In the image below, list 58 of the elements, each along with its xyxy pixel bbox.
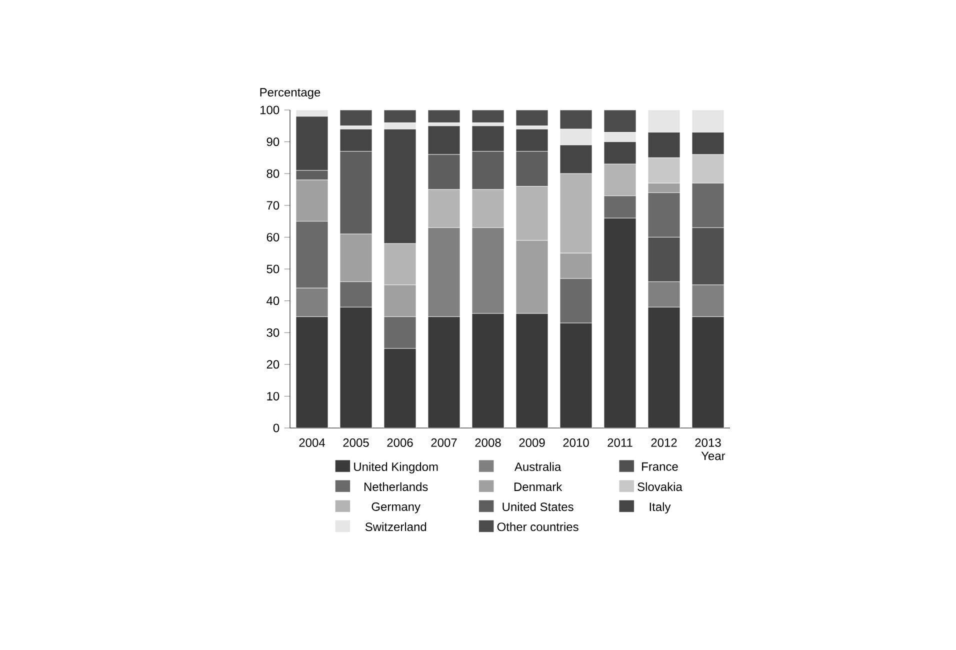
bar [560,322,592,428]
x-tick-label: 2011 [608,438,632,447]
bar [428,110,460,123]
legend-label: Germany [372,502,421,514]
bar [340,110,372,126]
bar [560,110,592,130]
bar [604,218,636,428]
x-tick-label: 2010 [563,438,589,447]
y-axis-title: Percentage [260,88,320,99]
legend-label: Other countries [497,522,578,532]
bar [472,313,504,428]
x-tick-label: 2005 [343,438,369,447]
bar [428,316,460,428]
legend-label: United Kingdom [354,462,438,474]
y-tick-label: 30 [266,328,280,337]
bar [604,132,636,142]
y-tick-label: 60 [266,232,280,242]
bar [384,110,416,123]
bar [340,306,372,428]
y-tick-label: 50 [266,264,280,274]
bar [472,110,504,123]
x-tick-label: 2009 [519,438,545,447]
x-tick-label: 2012 [651,438,677,447]
legend-label: Netherlands [364,482,428,492]
bar [516,313,548,428]
bar [648,306,680,428]
legend-label: Denmark [514,482,562,492]
bar [648,110,680,132]
y-tick-label: 40 [266,296,280,306]
x-tick-label: 2013 [695,438,721,447]
bar [296,316,328,428]
y-tick-label: 20 [266,360,280,369]
x-tick-label: 2006 [387,438,413,447]
bar [340,126,372,130]
x-tick-label: 2004 [299,438,325,447]
bar [516,126,548,130]
y-tick-label: 80 [266,169,280,178]
legend-label: France [642,462,678,471]
x-tick-label: 2007 [431,438,457,447]
x-axis-title: Year [701,452,726,460]
y-tick-label: 100 [260,106,280,114]
legend-label: Switzerland [365,522,426,532]
bar [384,348,416,428]
y-tick-label: 0 [273,424,280,432]
y-tick-label: 10 [267,392,280,400]
legend-label: Slovakia [638,482,682,492]
bar [692,316,724,428]
legend-label: Italy [650,502,671,514]
y-tick-label: 90 [266,138,280,146]
bar [560,128,592,146]
bar [604,110,636,132]
y-tick-label: 70 [266,201,280,210]
bar [516,110,548,126]
x-tick-label: 2008 [475,438,501,447]
bar [384,122,416,130]
legend-label: Australia [514,462,562,472]
legend-label: United States [502,502,574,512]
bar [692,110,724,132]
